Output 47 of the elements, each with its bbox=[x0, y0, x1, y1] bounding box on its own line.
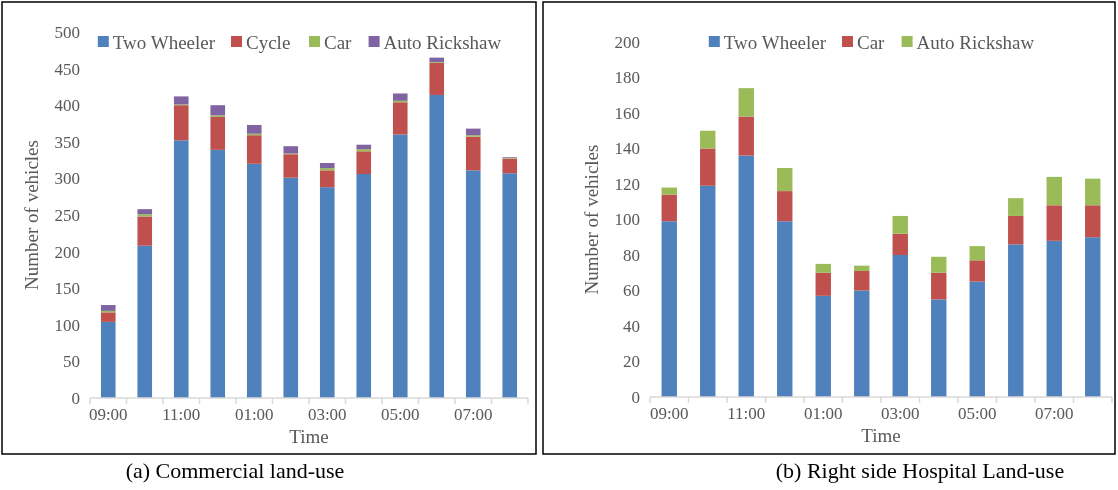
y-tick-label: 60 bbox=[623, 281, 640, 301]
x-axis-title: Time bbox=[861, 425, 901, 446]
y-tick-label: 100 bbox=[54, 315, 80, 335]
x-tick-label: 11:00 bbox=[162, 405, 201, 424]
x-tick-label: 11:00 bbox=[727, 404, 766, 423]
y-tick-label: 200 bbox=[54, 242, 80, 262]
x-tick-label: 05:00 bbox=[380, 405, 420, 424]
x-tick-label: 07:00 bbox=[453, 405, 493, 424]
y-tick-label: 250 bbox=[54, 205, 80, 225]
legend-label: Two Wheeler bbox=[723, 31, 827, 53]
y-tick-label: 40 bbox=[623, 316, 640, 336]
text: (a) Commercial land-use bbox=[125, 458, 345, 483]
legend-label: Cycle bbox=[246, 31, 291, 53]
legend-label: Car bbox=[324, 31, 353, 53]
y-tick-label: 150 bbox=[54, 279, 80, 299]
x-tick-label: 01:00 bbox=[234, 405, 274, 424]
y-tick-label: 0 bbox=[71, 388, 80, 408]
text: (b) Right side Hospital Land-use bbox=[775, 458, 1065, 483]
y-tick-label: 100 bbox=[614, 210, 640, 230]
x-tick-label: 03:00 bbox=[307, 405, 347, 424]
y-tick-label: 500 bbox=[54, 22, 80, 42]
legend-label: Auto Rickshaw bbox=[383, 31, 502, 53]
y-tick-label: 50 bbox=[63, 352, 80, 372]
y-tick-label: 180 bbox=[614, 68, 640, 88]
x-tick-label: 09:00 bbox=[649, 404, 689, 423]
x-tick-label: 01:00 bbox=[803, 404, 843, 423]
y-tick-label: 140 bbox=[614, 139, 640, 159]
x-tick-label: 09:00 bbox=[88, 405, 128, 424]
y-tick-label: 400 bbox=[54, 96, 80, 116]
x-tick-label: 07:00 bbox=[1034, 404, 1074, 423]
y-tick-label: 80 bbox=[623, 245, 640, 265]
y-tick-label: 300 bbox=[54, 169, 80, 189]
y-tick-label: 0 bbox=[631, 387, 640, 407]
x-tick-label: 03:00 bbox=[880, 404, 920, 423]
y-tick-label: 450 bbox=[54, 59, 80, 79]
legend-label: Car bbox=[857, 31, 886, 53]
y-tick-label: 200 bbox=[614, 32, 640, 52]
y-tick-label: 120 bbox=[614, 174, 640, 194]
legend-label: Auto Rickshaw bbox=[916, 31, 1035, 53]
x-axis-title: Time bbox=[289, 426, 329, 447]
y-tick-label: 20 bbox=[623, 352, 640, 372]
y-tick-label: 160 bbox=[614, 103, 640, 123]
legend-label: Two Wheeler bbox=[112, 31, 216, 53]
y-tick-label: 350 bbox=[54, 132, 80, 152]
y-axis-title: Number of vehicles bbox=[21, 140, 42, 290]
y-axis-title: Number of vehicles bbox=[581, 144, 602, 295]
x-tick-label: 05:00 bbox=[957, 404, 997, 423]
